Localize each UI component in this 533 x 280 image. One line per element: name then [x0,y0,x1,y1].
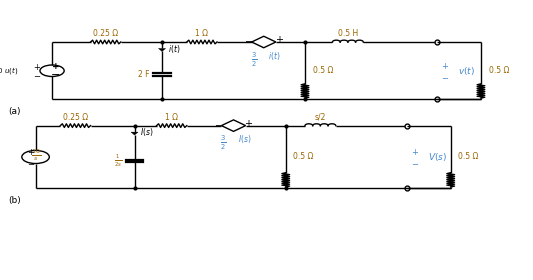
Text: $-$: $-$ [33,70,41,79]
Text: 0.5 Ω: 0.5 Ω [313,66,333,75]
Text: $+$: $+$ [33,62,41,72]
Text: $v(t)$: $v(t)$ [458,65,475,77]
Text: $-$: $-$ [441,72,449,81]
Text: 1 Ω: 1 Ω [196,29,208,38]
Text: $V(s)$: $V(s)$ [427,151,447,163]
Text: $\frac{1}{2s}$: $\frac{1}{2s}$ [114,153,123,169]
Text: (a): (a) [8,107,21,116]
Text: $i(t)$: $i(t)$ [167,43,180,55]
Text: $+$: $+$ [411,147,419,157]
Text: +: + [52,62,60,71]
Text: $-$: $-$ [214,118,223,129]
Text: $\frac{10}{s}$: $\frac{10}{s}$ [30,148,41,163]
Text: $V_s(t) = 10\ u(t)$: $V_s(t) = 10\ u(t)$ [0,65,19,76]
Text: $-$: $-$ [411,158,419,167]
Text: 0.5 Ω: 0.5 Ω [489,66,509,75]
Text: $-$: $-$ [27,158,35,167]
Text: s/2: s/2 [314,113,326,122]
Text: 0.25 Ω: 0.25 Ω [63,113,88,122]
Text: 0.5 Ω: 0.5 Ω [458,153,479,162]
Text: 0.5 Ω: 0.5 Ω [294,153,314,162]
Text: $-$: $-$ [244,35,253,45]
Text: −: − [51,70,61,80]
Text: 0.5 H: 0.5 H [338,29,358,38]
Text: 0.25 Ω: 0.25 Ω [93,29,118,38]
Text: $+$: $+$ [274,34,284,45]
Text: 2 F: 2 F [139,70,150,79]
Text: $\frac{3}{2}$: $\frac{3}{2}$ [221,134,227,152]
Text: $\frac{3}{2}$: $\frac{3}{2}$ [251,50,257,69]
Text: $+$: $+$ [27,147,35,157]
Polygon shape [131,132,138,135]
Text: $i(t)$: $i(t)$ [268,50,280,62]
Text: (b): (b) [8,196,21,205]
Text: 1 Ω: 1 Ω [165,113,178,122]
Text: $+$: $+$ [245,118,253,129]
Text: $+$: $+$ [441,61,449,71]
Polygon shape [158,48,166,52]
Text: $I(s)$: $I(s)$ [140,127,154,138]
Text: $I(s)$: $I(s)$ [238,134,252,146]
